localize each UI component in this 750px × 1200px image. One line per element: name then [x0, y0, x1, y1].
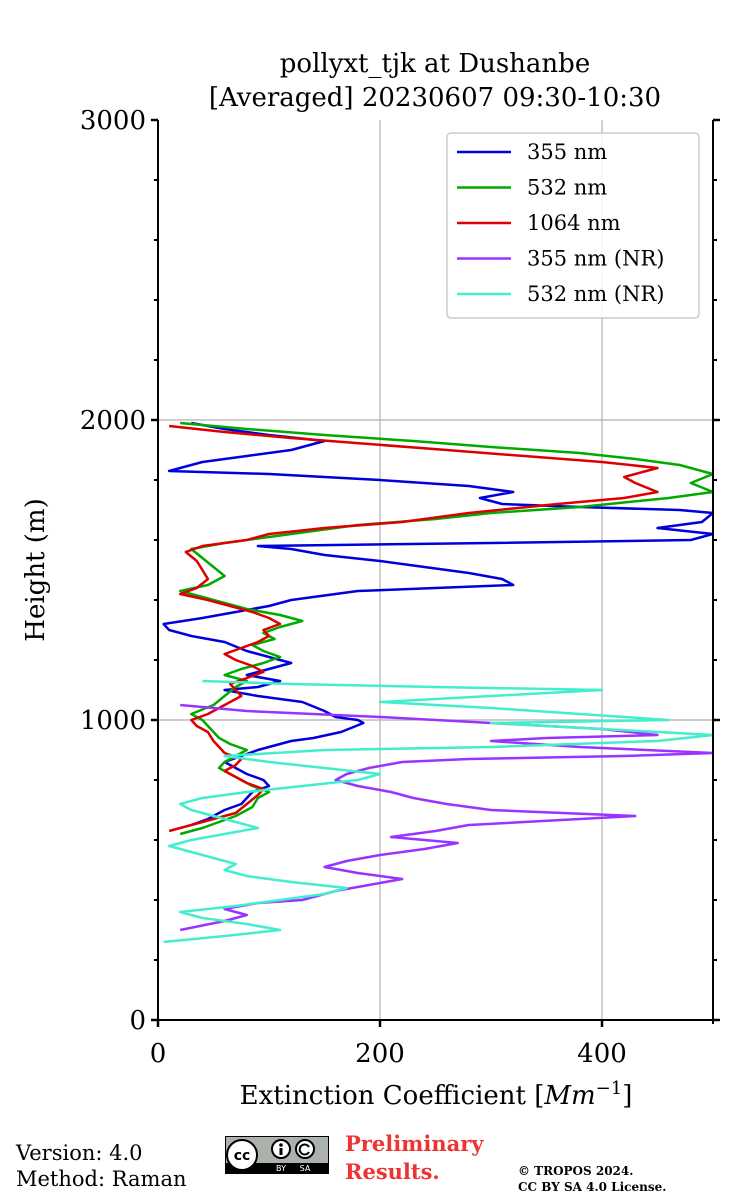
x-axis-label-close: ] [622, 1081, 632, 1111]
legend: 355 nm 532 nm 1064 nm 355 nm (NR) 532 nm (NR… [446, 132, 700, 319]
by-label: BY [276, 1164, 286, 1173]
legend-label-4: 532 nm (NR) [527, 282, 664, 306]
cc-icon [226, 1139, 258, 1171]
chart-title: pollyxt_tjk at Dushanbe [280, 49, 590, 79]
method-text: Method: Raman [16, 1167, 187, 1191]
preliminary-label-line1: Preliminary [345, 1131, 484, 1156]
y-axis-label: Height (m) [21, 498, 51, 641]
series-line-0 [162, 421, 713, 827]
cc-by-sa-license-badge: cc BY SA [225, 1136, 329, 1174]
preliminary-label-line2: Results. [345, 1159, 440, 1184]
series-line-3 [179, 703, 713, 932]
x-tick-label: 0 [150, 1039, 167, 1069]
chart-subtitle: [Averaged] 20230607 09:30-10:30 [209, 83, 661, 113]
legend-label-2: 1064 nm [527, 211, 621, 235]
x-axis-label: Extinction Coefficient [Mm−1] [240, 1078, 633, 1111]
series-line-4 [163, 679, 713, 944]
legend-label-0: 355 nm [527, 140, 607, 164]
version-text: Version: 4.0 [16, 1141, 143, 1165]
x-axis-label-exponent: −1 [596, 1078, 623, 1099]
y-tick-label: 0 [129, 1006, 146, 1036]
legend-box [446, 132, 700, 319]
series-line-1 [178, 421, 713, 836]
series-lines [162, 421, 713, 944]
legend-label-3: 355 nm (NR) [527, 247, 664, 271]
legend-label-1: 532 nm [527, 176, 607, 200]
sa-label: SA [300, 1164, 311, 1173]
x-tick-label: 200 [355, 1039, 405, 1069]
y-tick-label: 3000 [80, 106, 146, 136]
x-axis-label-unit: Mm [543, 1081, 595, 1111]
copyright-line1: © TROPOS 2024. [518, 1164, 634, 1178]
copyright-line2: CC BY SA 4.0 License. [518, 1180, 667, 1194]
x-axis-label-text: Extinction Coefficient [ [240, 1081, 545, 1111]
y-tick-label: 2000 [80, 406, 146, 436]
cc-icon-label: cc [234, 1148, 251, 1164]
y-tick-label: 1000 [80, 706, 146, 736]
x-tick-label: 400 [577, 1039, 627, 1069]
series-line-2 [168, 424, 659, 833]
axes: 0 1000 2000 3000 0 200 400 [80, 106, 720, 1069]
